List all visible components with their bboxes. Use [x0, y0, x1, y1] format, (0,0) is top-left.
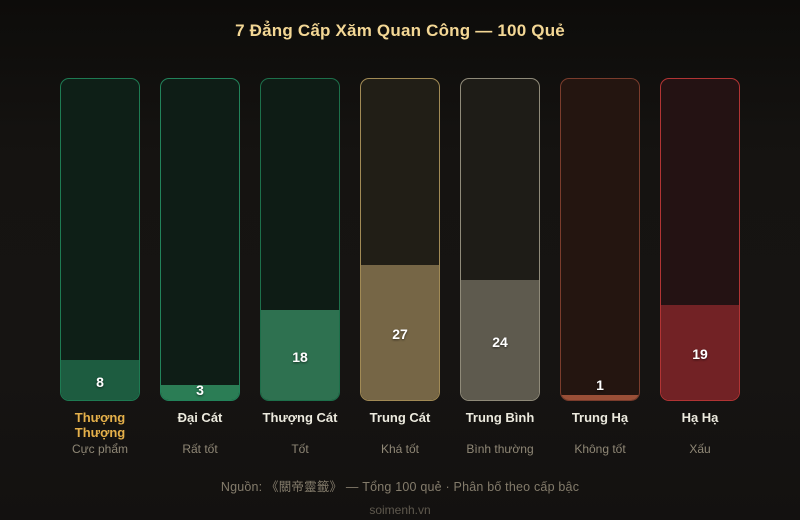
bar-chart: 8 Thượng Thượng Cực phẩm 3 Đại Cát Rất t…: [0, 78, 800, 456]
bar-category-label: Trung Cát: [369, 410, 431, 425]
bar-category-label: Đại Cát: [177, 410, 223, 425]
bar-subtitle-label: Không tốt: [574, 442, 626, 456]
bar-subtitle-label: Bình thường: [466, 442, 534, 456]
bar-value-label: 1: [596, 377, 604, 393]
bar-value-label: 19: [692, 346, 708, 362]
bar-column: 24 Trung Bình Bình thường: [460, 78, 540, 456]
bar-subtitle-label: Khá tốt: [380, 442, 420, 456]
bar-fill: [661, 305, 739, 400]
source-note: Nguồn: 《關帝靈籤》 — Tổng 100 quẻ · Phân bố t…: [220, 480, 580, 494]
bar-value-label: 27: [392, 326, 408, 342]
bar-subtitle-label: Tốt: [291, 442, 309, 456]
bar-track: 19: [660, 78, 740, 401]
bar-subtitle-label: Cực phẩm: [71, 442, 129, 456]
bar-fill: [461, 280, 539, 400]
bar-track: 1: [560, 78, 640, 401]
bar-track: 18: [260, 78, 340, 401]
chart-footer: Nguồn: 《關帝靈籤》 — Tổng 100 quẻ · Phân bố t…: [0, 476, 800, 517]
bar-track: 3: [160, 78, 240, 401]
bar-column: 19 Hạ Hạ Xấu: [660, 78, 740, 456]
bar-subtitle-label: Xấu: [689, 442, 711, 456]
bar-column: 3 Đại Cát Rất tốt: [160, 78, 240, 456]
bar-fill: [361, 265, 439, 400]
bar-fill: [161, 385, 239, 400]
bar-track: 24: [460, 78, 540, 401]
bar-track: 27: [360, 78, 440, 401]
bar-value-label: 8: [96, 373, 104, 390]
bar-category-label: Thượng Cát: [262, 410, 338, 425]
bar-fill: [261, 310, 339, 400]
bar-column: 1 Trung Hạ Không tốt: [560, 78, 640, 456]
bar-fill: [561, 395, 639, 400]
bar-category-label: Trung Hạ: [571, 410, 629, 425]
chart-title: 7 Đẳng Cấp Xăm Quan Công — 100 Quẻ: [235, 21, 565, 40]
bar-fill: [61, 360, 139, 400]
bar-column: 18 Thượng Cát Tốt: [260, 78, 340, 456]
site-watermark: soimenh.vn: [369, 503, 431, 517]
bar-category-label: Thượng Thượng: [74, 410, 126, 440]
bar-column: 27 Trung Cát Khá tốt: [360, 78, 440, 456]
bar-column: 8 Thượng Thượng Cực phẩm: [60, 78, 140, 456]
bar-value-label: 24: [492, 333, 508, 350]
bar-value-label: 18: [292, 348, 308, 365]
bar-category-label: Hạ Hạ: [681, 410, 719, 425]
bar-track: 8: [60, 78, 140, 401]
bar-category-label: Trung Bình: [465, 410, 535, 425]
bar-subtitle-label: Rất tốt: [182, 442, 218, 456]
bar-value-label: 3: [196, 382, 204, 398]
